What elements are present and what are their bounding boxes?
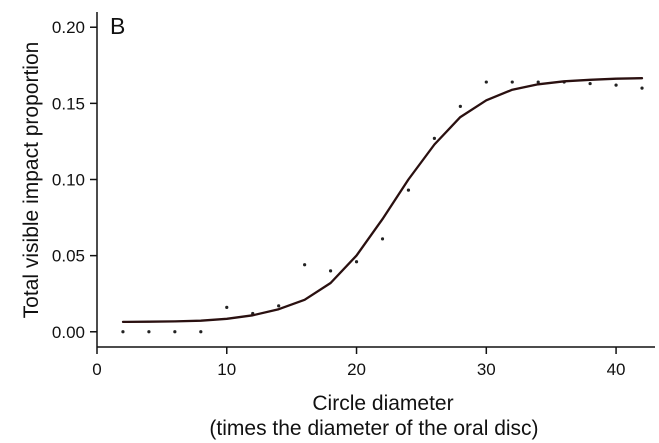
fitted-curve: [121, 77, 644, 324]
x-tick-label: 20: [347, 360, 366, 379]
y-tick-label: 0.20: [52, 18, 85, 37]
y-axis-title: Total visible impact proportion: [20, 42, 43, 319]
axes: [96, 12, 655, 348]
data-point: [536, 80, 540, 84]
data-point: [147, 330, 151, 334]
panel-label: B: [110, 13, 125, 39]
data-point: [303, 263, 307, 267]
y-tick-label: 0.15: [52, 94, 85, 113]
data-point: [199, 330, 203, 334]
data-point: [640, 86, 644, 90]
data-point: [277, 304, 281, 308]
data-point: [380, 237, 385, 241]
x-tick-label: 0: [92, 360, 101, 379]
y-tick-label: 0.00: [52, 323, 85, 342]
x-tick-label: 40: [607, 360, 626, 379]
data-point: [588, 81, 592, 86]
x-tick-label: 10: [217, 360, 236, 379]
data-point: [614, 83, 618, 87]
data-point: [328, 269, 333, 273]
series-layer: [121, 77, 644, 334]
data-point: [432, 136, 436, 140]
data-point: [510, 80, 514, 84]
data-point: [354, 260, 359, 264]
data-point: [121, 330, 125, 334]
y-tick-label: 0.10: [52, 171, 85, 190]
data-point: [406, 188, 411, 192]
data-point: [225, 305, 229, 310]
x-axis-title: Circle diameter: [312, 392, 453, 415]
x-axis-title-line2: (times the diameter of the oral disc): [209, 417, 538, 440]
data-point: [484, 80, 488, 84]
data-point: [173, 330, 177, 334]
y-ticks: 0.00 0.05 0.10 0.15 0.20: [52, 18, 97, 342]
x-ticks: 0 10 20 30 40: [92, 347, 626, 379]
x-tick-label: 30: [477, 360, 496, 379]
y-tick-label: 0.05: [52, 247, 85, 266]
data-point: [458, 104, 462, 109]
